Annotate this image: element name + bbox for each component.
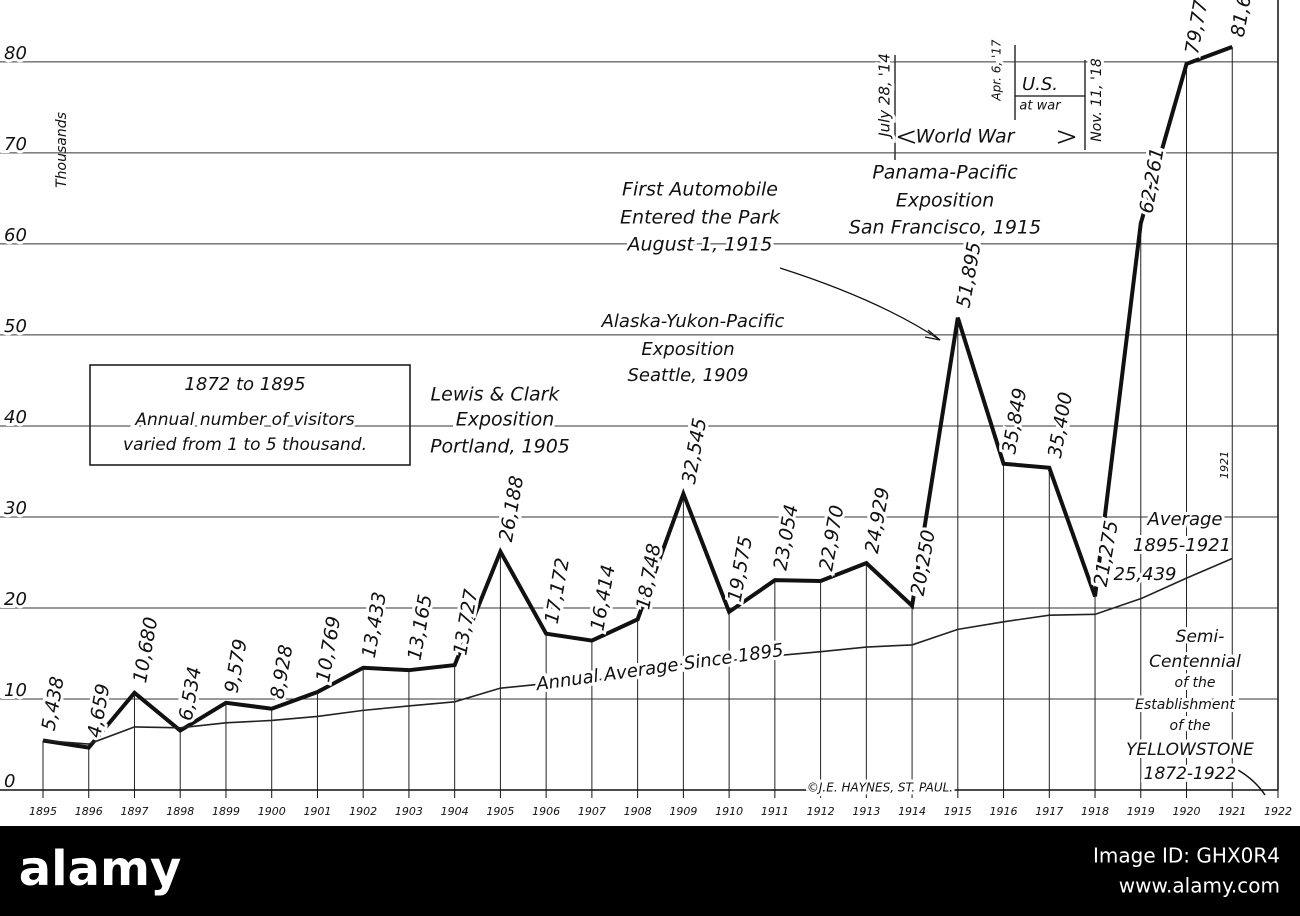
annotation: at war (1019, 99, 1062, 114)
y-tick-label: 60 (4, 225, 27, 246)
annotation: Establishment (1135, 697, 1235, 713)
annotation: Alaska-Yukon-Pacific (601, 311, 785, 332)
y-tick-label: 40 (4, 407, 27, 428)
annotation: Apr. 6, '17 (990, 39, 1004, 101)
annotation: Semi- (1176, 627, 1225, 647)
annotation: Centennial (1149, 652, 1241, 672)
y-tick-label: 20 (4, 589, 27, 610)
x-tick-label: 1909 (669, 805, 697, 818)
watermark-id: Image ID: GHX0R4 (1093, 844, 1280, 868)
x-tick-label: 1904 (441, 805, 469, 818)
x-tick-label: 1897 (120, 805, 148, 818)
x-tick-label: 1913 (852, 805, 880, 818)
x-tick-label: 1908 (624, 805, 652, 818)
x-tick-label: 1922 (1264, 805, 1292, 818)
y-tick-label: 10 (4, 680, 27, 701)
annotation: Exposition (456, 409, 555, 431)
x-tick-label: 1906 (532, 805, 560, 818)
annotation: varied from 1 to 5 thousand. (123, 435, 367, 455)
y-axis-label: Thousands (54, 112, 70, 188)
x-tick-label: 1911 (761, 805, 789, 818)
x-tick-label: 1921 (1218, 805, 1246, 818)
war-brackets (894, 45, 1086, 160)
annotation: Seattle, 1909 (628, 365, 749, 386)
x-tick-label: 1899 (212, 805, 240, 818)
x-tick-label: 1902 (349, 805, 377, 818)
x-tick-label: 1914 (898, 805, 926, 818)
annotation: 25,439 (1114, 564, 1177, 585)
annotation: San Francisco, 1915 (849, 217, 1041, 239)
arrow (779, 267, 941, 341)
y-tick-label: 30 (4, 498, 27, 519)
watermark-logo: alamy (19, 841, 182, 897)
x-tick-label: 1903 (395, 805, 423, 818)
annotation: 1872 to 1895 (184, 374, 305, 395)
annotation: Exposition (896, 190, 995, 212)
x-tick-label: 1898 (166, 805, 194, 818)
annotation: YELLOWSTONE (1126, 740, 1254, 760)
annotation: August 1, 1915 (625, 234, 772, 256)
x-tick-label: 1919 (1127, 805, 1155, 818)
arrow (1237, 769, 1266, 796)
x-tick-label: 1900 (258, 805, 286, 818)
annotation: ©J.E. HAYNES, ST. PAUL. (807, 781, 953, 795)
arrow-head (924, 329, 941, 341)
annotation: World War (916, 126, 1016, 148)
annotation: Panama-Pacific (872, 162, 1018, 184)
annotation: of the (1175, 675, 1216, 691)
data-label: 32,545 (678, 416, 711, 485)
x-tick-label: 1910 (715, 805, 743, 818)
annotation: 1921 (1218, 451, 1231, 479)
annotation: Lewis & Clark (431, 384, 561, 406)
war-arrows (897, 130, 1076, 144)
x-tick-label: 1905 (486, 805, 514, 818)
x-tick-label: 1895 (29, 805, 57, 818)
annotation: Average (1147, 509, 1223, 530)
x-tick-label: 1920 (1173, 805, 1201, 818)
x-tick-label: 1896 (75, 805, 103, 818)
x-tick-label: 1915 (944, 805, 972, 818)
x-tick-label: 1907 (578, 805, 606, 818)
watermark-url: www.alamy.com (1119, 874, 1280, 898)
x-tick-label: 1912 (807, 805, 835, 818)
x-tick-label: 1901 (303, 805, 331, 818)
annotation: U.S. (1022, 74, 1058, 95)
x-tick-label: 1917 (1035, 805, 1063, 818)
annotation: of the (1170, 718, 1211, 734)
annotation: 1895-1921 (1133, 535, 1231, 556)
annotation: First Automobile (622, 179, 778, 201)
y-tick-label: 80 (4, 43, 27, 64)
annotation: Annual number of visitors (134, 410, 354, 430)
annotation: Nov. 11, '18 (1089, 58, 1105, 142)
annotation: July 28, '14 (876, 53, 894, 140)
data-line (42, 557, 1233, 745)
annotation: Entered the Park (620, 207, 781, 229)
note-box (89, 364, 411, 466)
x-tick-label: 1916 (990, 805, 1018, 818)
annotation: 1872-1922 (1144, 764, 1237, 784)
data-line (42, 44, 1233, 750)
y-tick-label: 50 (4, 316, 27, 337)
annotation: Exposition (641, 339, 734, 360)
watermark-bar (0, 826, 1300, 916)
y-tick-label: 70 (4, 134, 27, 155)
y-tick-label: 0 (4, 771, 15, 792)
annotation: Portland, 1905 (430, 436, 570, 458)
x-tick-label: 1918 (1081, 805, 1109, 818)
